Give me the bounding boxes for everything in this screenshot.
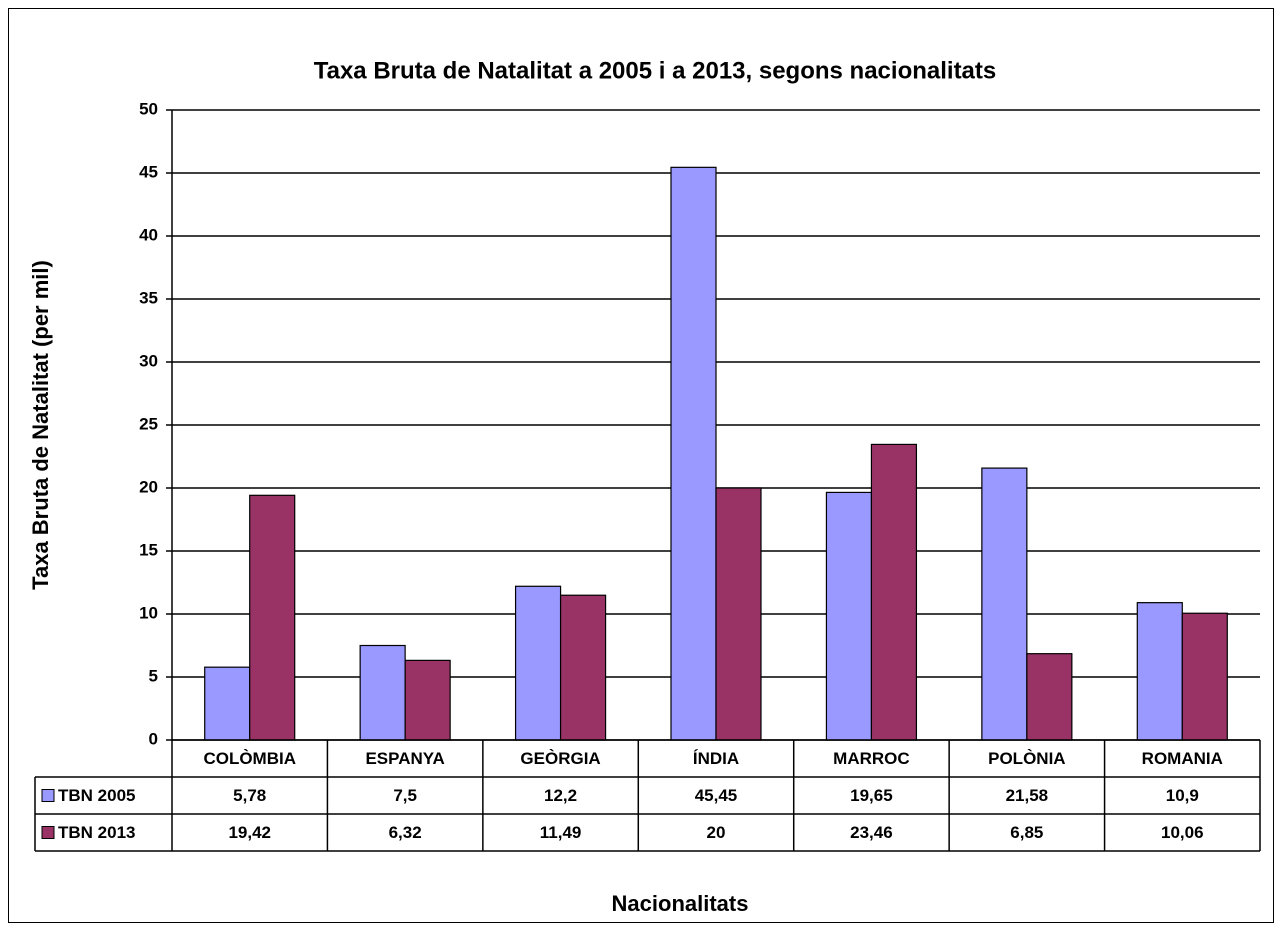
bar xyxy=(715,487,762,741)
x-tick-label: MARROC xyxy=(833,749,910,768)
bar xyxy=(404,659,451,741)
legend-label: TBN 2005 xyxy=(58,786,135,805)
y-tick-label: 45 xyxy=(139,162,158,181)
x-tick-label: ÍNDIA xyxy=(693,749,739,768)
x-tick-label: ROMANIA xyxy=(1142,749,1223,768)
table-value: 21,58 xyxy=(1006,786,1049,805)
table-value: 7,5 xyxy=(393,786,417,805)
legend-swatch xyxy=(41,826,55,839)
bar xyxy=(981,467,1028,741)
bar xyxy=(825,491,873,741)
bar xyxy=(870,443,918,741)
chart-border xyxy=(8,8,1274,923)
bar xyxy=(1181,612,1228,741)
bar xyxy=(670,166,717,741)
bar xyxy=(249,494,296,741)
y-tick-label: 5 xyxy=(149,666,158,685)
legend-swatch xyxy=(41,789,55,802)
y-tick-label: 15 xyxy=(139,540,158,559)
table-value: 19,42 xyxy=(228,823,271,842)
bar xyxy=(1136,602,1183,741)
y-tick-label: 20 xyxy=(139,477,158,496)
y-tick-label: 25 xyxy=(139,414,158,433)
x-tick-label: ESPANYA xyxy=(365,749,444,768)
x-tick-label: POLÒNIA xyxy=(988,749,1065,768)
table-value: 10,06 xyxy=(1161,823,1204,842)
legend-label: TBN 2013 xyxy=(58,823,135,842)
table-value: 11,49 xyxy=(540,823,582,842)
chart-title: Taxa Bruta de Natalitat a 2005 i a 2013,… xyxy=(314,57,997,84)
y-tick-label: 10 xyxy=(139,603,158,622)
x-tick-label: GEÒRGIA xyxy=(520,749,600,768)
table-value: 45,45 xyxy=(695,786,738,805)
table-value: 19,65 xyxy=(850,786,893,805)
table-value: 20 xyxy=(707,823,726,842)
y-tick-label: 40 xyxy=(139,225,158,244)
table-value: 10,9 xyxy=(1166,786,1199,805)
y-tick-label: 0 xyxy=(149,729,158,748)
x-axis-label: Nacionalitats xyxy=(612,891,749,916)
bar xyxy=(559,594,607,741)
x-tick-label: COLÒMBIA xyxy=(203,749,296,768)
table-value: 12,2 xyxy=(544,786,577,805)
table-value: 5,78 xyxy=(233,786,266,805)
bar xyxy=(204,666,251,741)
bar xyxy=(514,585,562,741)
y-tick-label: 30 xyxy=(139,351,158,370)
y-axis-label: Taxa Bruta de Natalitat (per mil) xyxy=(28,260,53,590)
table-value: 6,85 xyxy=(1010,823,1043,842)
y-tick-label: 50 xyxy=(139,99,158,118)
table-value: 6,32 xyxy=(389,823,422,842)
y-tick-label: 35 xyxy=(139,288,158,307)
table-value: 23,46 xyxy=(850,823,893,842)
bar xyxy=(359,644,406,741)
bar xyxy=(1026,653,1073,741)
